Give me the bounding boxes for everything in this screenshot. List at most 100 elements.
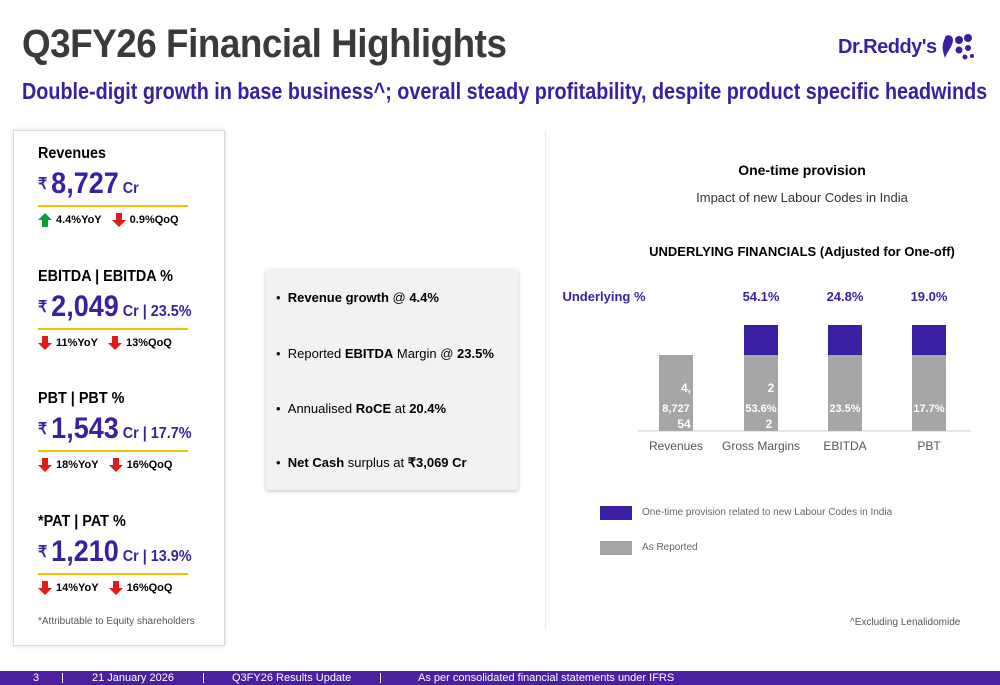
right-footnote: ^Excluding Lenalidomide [850,617,961,628]
qoq-change: 16%QoQ [126,459,173,471]
bar-value-label: 23.5% [829,403,860,415]
bar-provision [912,325,946,355]
highlight-item: • Annualised RoCE at 20.4% [276,401,447,416]
underlying-pct-label: 19.0% [911,289,948,304]
metric-value: ₹ 8,727 Cr [38,167,173,201]
arrow-down-icon [38,458,52,472]
logo-text: Dr.Reddy's [838,35,937,58]
yoy-change: 14%YoY [56,582,99,594]
highlight-item: • Net Cash surplus at ₹3,069 Cr [276,455,467,470]
metric-number: 2,049 [51,290,119,323]
rupee-symbol: ₹ [38,421,48,438]
metric-value: ₹ 1,210 Cr | 13.9% [38,535,192,569]
underlying-financials-chart: Underlying % 8,727 4, 54 Revenues 54.1% 53.6% 2… [562,289,971,453]
legend-label-provision: One-time provision related to new Labour… [642,507,893,519]
x-tick-label: EBITDA [823,439,866,453]
bar-value-label: 17.7% [913,403,944,415]
arrow-down-icon [38,336,52,350]
yoy-change: 11%YoY [56,337,98,349]
metric-change: 18%YoY 16%QoQ [38,458,209,472]
metric-label: Revenues [38,145,107,162]
footer-note: As per consolidated financial statements… [418,672,675,684]
metric-number: 1,543 [51,412,119,445]
underlying-pct-label: 24.8% [827,289,864,304]
highlight-item: • Reported EBITDA Margin @ 23.5% [276,346,494,361]
legend-provision: One-time provision related to new Labour… [600,504,892,522]
bar-as-reported [744,355,778,431]
legend-swatch-provision [600,505,632,520]
underlying-pct-label: 54.1% [743,289,780,304]
bar-as-reported [912,355,946,431]
metric-unit: Cr | 13.9% [118,548,192,565]
metric-pat: *PAT | PAT % ₹ 1,210 Cr | 13.9% 14%YoY 1… [38,513,209,595]
footer-date: 21 January 2026 [92,672,174,684]
metric-divider [38,573,188,575]
bar-fragment-label: 4, [681,381,691,395]
arrow-up-icon [38,213,52,227]
rupee-symbol: ₹ [38,299,48,316]
rupee-symbol: ₹ [38,176,48,193]
footer-separator [203,673,204,683]
arrow-down-icon [108,336,122,350]
metric-ebitda: EBITDA | EBITDA % ₹ 2,049 Cr | 23.5% 11%… [38,268,209,350]
logo-bubbles-icon [942,34,974,60]
yoy-change: 18%YoY [56,459,99,471]
footer-bar: 3 21 January 2026 Q3FY26 Results Update … [0,671,1000,685]
bar-provision [828,325,862,355]
qoq-change: 0.9%QoQ [129,214,179,226]
left-footnote: *Attributable to Equity shareholders [38,616,195,627]
metric-unit: Cr | 23.5% [118,303,192,320]
metric-pbt: PBT | PBT % ₹ 1,543 Cr | 17.7% 18%YoY 16… [38,390,209,472]
bar-value-label: 8,727 [662,403,690,415]
page-subtitle: Double-digit growth in base business^; o… [22,78,988,104]
qoq-change: 13%QoQ [126,337,172,349]
metric-unit: Cr | 17.7% [118,425,192,442]
footer-page-number: 3 [33,672,40,684]
metric-divider [38,205,188,207]
rupee-symbol: ₹ [38,544,48,561]
x-tick-label: Gross Margins [722,439,800,453]
page-title: Q3FY26 Financial Highlights [22,22,507,66]
bar-as-reported [659,355,693,431]
underlying-row-label: Underlying % [562,289,646,304]
metric-label: EBITDA | EBITDA % [38,268,173,285]
metric-value: ₹ 2,049 Cr | 23.5% [38,290,192,324]
legend-swatch-reported [600,540,632,555]
metric-divider [38,328,188,330]
highlights-box: • Revenue growth @ 4.4% • Reported EBITD… [266,270,518,490]
bar-provision [744,325,778,355]
metric-value: ₹ 1,543 Cr | 17.7% [38,412,192,446]
bar-fragment-label: 2 [768,381,775,395]
x-tick-label: Revenues [649,439,703,453]
arrow-down-icon [38,581,52,595]
x-tick-label: PBT [917,439,941,453]
chart-title: UNDERLYING FINANCIALS (Adjusted for One-… [649,244,955,259]
legend-reported: As Reported [600,539,698,557]
footer-doc-title: Q3FY26 Results Update [232,672,352,684]
metric-unit: Cr [118,180,139,197]
company-logo: Dr.Reddy's [838,32,975,62]
provision-title: One-time provision [738,162,866,178]
arrow-down-icon [111,213,126,227]
bar-as-reported [828,355,862,431]
footer-separator [380,673,381,683]
metric-label: *PAT | PAT % [38,513,126,530]
metric-change: 4.4%YoY 0.9%QoQ [38,213,188,227]
metric-label: PBT | PBT % [38,390,125,407]
yoy-change: 4.4%YoY [56,214,102,226]
legend-label-reported: As Reported [642,542,698,554]
arrow-down-icon [108,458,123,472]
provision-subtitle: Impact of new Labour Codes in India [696,190,908,205]
bar-fragment-label: 2 [766,417,773,431]
arrow-down-icon [108,581,123,595]
footer-separator [62,673,63,683]
metric-number: 1,210 [51,535,119,568]
metric-change: 11%YoY 13%QoQ [38,336,209,350]
section-divider [545,130,546,630]
qoq-change: 16%QoQ [126,582,173,594]
highlight-item: • Revenue growth @ 4.4% [276,290,439,305]
metric-change: 14%YoY 16%QoQ [38,581,209,595]
metric-number: 8,727 [51,167,119,200]
bar-fragment-label: 54 [677,417,691,431]
metric-revenues: Revenues ₹ 8,727 Cr 4.4%YoY 0.9%QoQ [38,145,188,227]
